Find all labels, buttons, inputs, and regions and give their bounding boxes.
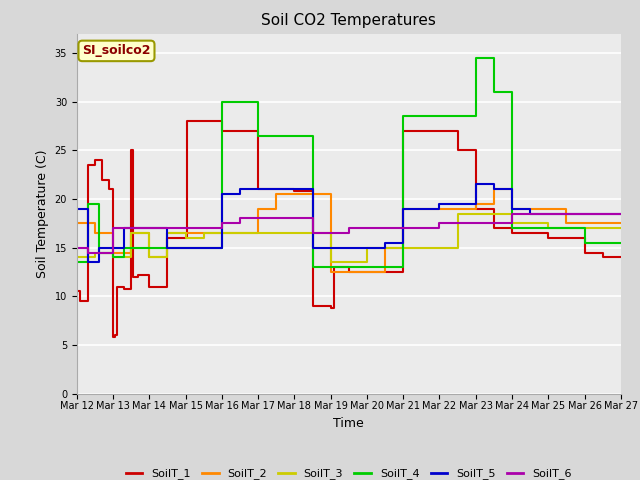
Title: Soil CO2 Temperatures: Soil CO2 Temperatures [261,13,436,28]
Text: SI_soilco2: SI_soilco2 [82,44,151,58]
Y-axis label: Soil Temperature (C): Soil Temperature (C) [36,149,49,278]
Legend: SoilT_1, SoilT_2, SoilT_3, SoilT_4, SoilT_5, SoilT_6: SoilT_1, SoilT_2, SoilT_3, SoilT_4, Soil… [122,464,576,480]
X-axis label: Time: Time [333,417,364,430]
